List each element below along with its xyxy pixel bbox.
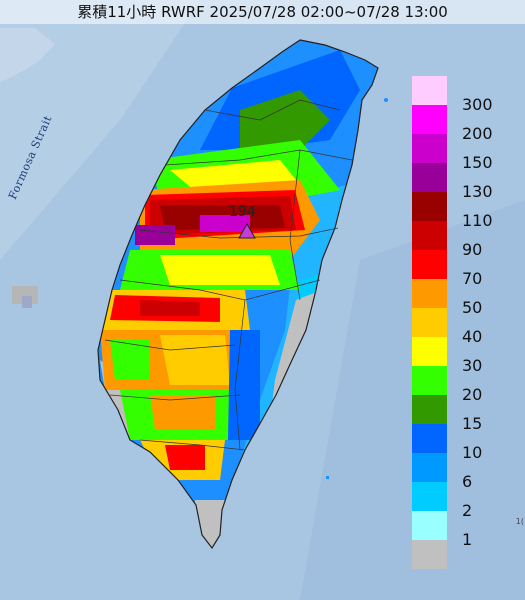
legend-swatch [412,308,447,337]
legend-swatch [412,482,447,511]
legend-swatch [412,279,447,308]
county-boundaries [104,99,353,451]
legend-swatch [412,134,447,163]
legend-swatch [412,453,447,482]
legend-swatch [412,540,447,569]
legend-label: 20 [462,385,483,404]
legend-label: 300 [462,95,493,114]
color-legend: 300 200 150 130 110 90 70 50 40 30 20 15 10 6 2 1 [412,76,514,570]
legend-label: 70 [462,269,483,288]
legend-label: 50 [462,298,483,317]
legend-swatch [412,76,447,105]
legend-swatch [412,366,447,395]
ludao-patch [326,476,329,479]
legend-swatch [412,192,447,221]
legend-label: 15 [462,414,483,433]
sea-shading [0,0,200,260]
guishan-island [384,98,388,102]
legend-swatch [412,511,447,540]
penghu-patch-2 [22,296,32,308]
legend-label: 1 [462,530,473,549]
legend-label: 90 [462,240,483,259]
max-value-marker-icon [238,223,256,239]
legend-swatch [412,221,447,250]
legend-swatch [412,250,447,279]
map-title: 累積11小時 RWRF 2025/07/28 02:00~07/28 13:00 [0,0,525,24]
legend-label: 130 [462,182,493,201]
max-value-label: 194 [229,204,256,220]
legend-label: 110 [462,211,493,230]
legend-label: 6 [462,472,473,491]
legend-label: 200 [462,124,493,143]
legend-swatch [412,395,447,424]
legend-label: 10 [462,443,483,462]
island-outline [97,39,379,550]
legend-label: 40 [462,327,483,346]
legend-swatch [412,337,447,366]
legend-swatch [412,105,447,134]
legend-label: 30 [462,356,483,375]
mainland-coast [0,28,55,82]
legend-swatch [412,424,447,453]
legend-label: 150 [462,153,493,172]
legend-label: 2 [462,501,473,520]
legend-swatch [412,163,447,192]
corner-text: 1( [515,517,524,526]
